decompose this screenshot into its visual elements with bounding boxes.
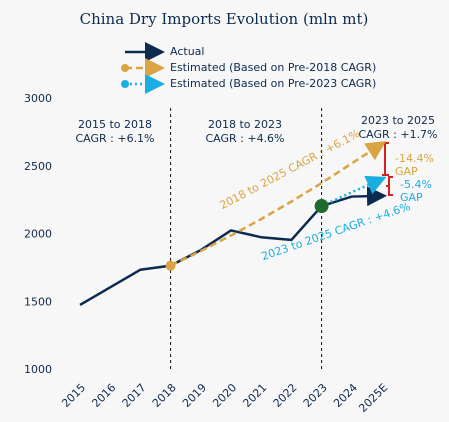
period-label: 2023 to 2025 bbox=[361, 114, 435, 127]
gap-label: -14.4% bbox=[395, 152, 434, 165]
gap-label: -5.4% bbox=[400, 178, 432, 191]
y-tick-label: 1500 bbox=[24, 295, 52, 308]
y-tick-label: 1000 bbox=[24, 363, 52, 376]
legend-label: Estimated (Based on Pre-2018 CAGR) bbox=[170, 61, 376, 74]
start-dot bbox=[165, 260, 176, 271]
period-label: 2018 to 2023 bbox=[208, 118, 282, 131]
y-tick-label: 2500 bbox=[24, 160, 52, 173]
start-dot bbox=[314, 199, 329, 214]
gap-label: GAP bbox=[395, 165, 418, 178]
period-label: 2015 to 2018 bbox=[78, 118, 152, 131]
period-label: CAGR : +4.6% bbox=[205, 132, 284, 145]
period-label: CAGR : +6.1% bbox=[75, 132, 154, 145]
legend-dot bbox=[121, 64, 129, 72]
series-line bbox=[321, 175, 387, 208]
chart-title: China Dry Imports Evolution (mln mt) bbox=[80, 10, 369, 28]
period-label: CAGR : +1.7% bbox=[358, 128, 437, 141]
series-line bbox=[170, 140, 387, 267]
legend-dot bbox=[121, 80, 129, 88]
y-tick-label: 3000 bbox=[24, 92, 52, 105]
y-tick-label: 2000 bbox=[24, 228, 52, 241]
series-line bbox=[79, 186, 387, 307]
legend-label: Actual bbox=[170, 45, 204, 58]
gap-label: GAP bbox=[400, 191, 423, 204]
legend-label: Estimated (Based on Pre-2023 CAGR) bbox=[170, 77, 376, 90]
